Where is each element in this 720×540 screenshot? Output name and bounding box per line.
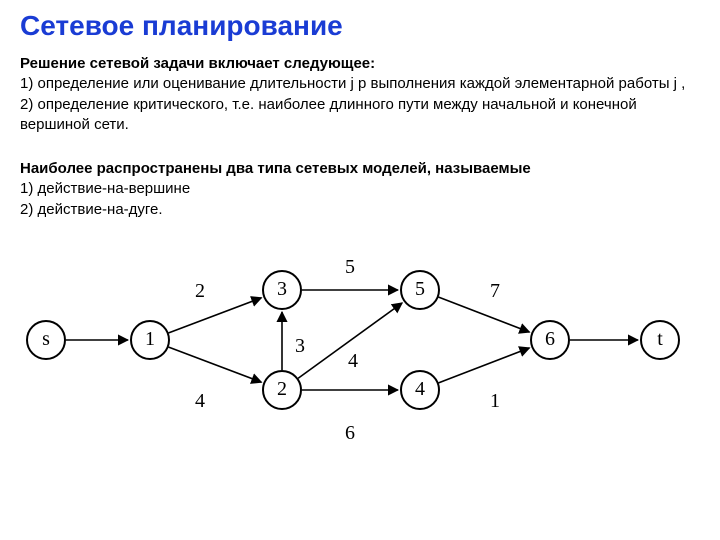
edge-label: 3 [295,335,305,358]
edge-label: 6 [345,422,355,445]
edge [169,347,262,382]
edges-layer [20,250,700,450]
edge-label: 4 [348,350,358,373]
para2-line1: 1) действие-на-вершине [20,180,190,197]
edge-label: 2 [195,280,205,303]
edge [439,297,530,332]
para2-heading: Наиболее распространены два типа сетевых… [20,160,531,177]
para2-line2: 2) действие-на-дуге. [20,201,163,218]
edge-label: 5 [345,256,355,279]
paragraph-1: Решение сетевой задачи включает следующе… [20,54,700,135]
edge [169,298,262,333]
page-title: Сетевое планирование [20,10,700,42]
graph-node: 2 [262,370,302,410]
edge-label: 1 [490,390,500,413]
edge-label: 7 [490,280,500,303]
network-diagram: 2 4 3 5 4 6 7 1 s 1 3 2 5 4 6 t [20,250,700,450]
graph-node: 5 [400,270,440,310]
para1-heading: Решение сетевой задачи включает следующе… [20,55,375,72]
graph-node: 3 [262,270,302,310]
edge-label: 4 [195,390,205,413]
graph-node: 4 [400,370,440,410]
edge [439,348,530,383]
graph-node: 1 [130,320,170,360]
paragraph-2: Наиболее распространены два типа сетевых… [20,159,700,220]
para1-line1: 1) определение или оценивание длительнос… [20,75,685,92]
graph-node: s [26,320,66,360]
graph-node: 6 [530,320,570,360]
graph-node: t [640,320,680,360]
para1-line2: 2) определение критического, т.е. наибол… [20,96,637,133]
